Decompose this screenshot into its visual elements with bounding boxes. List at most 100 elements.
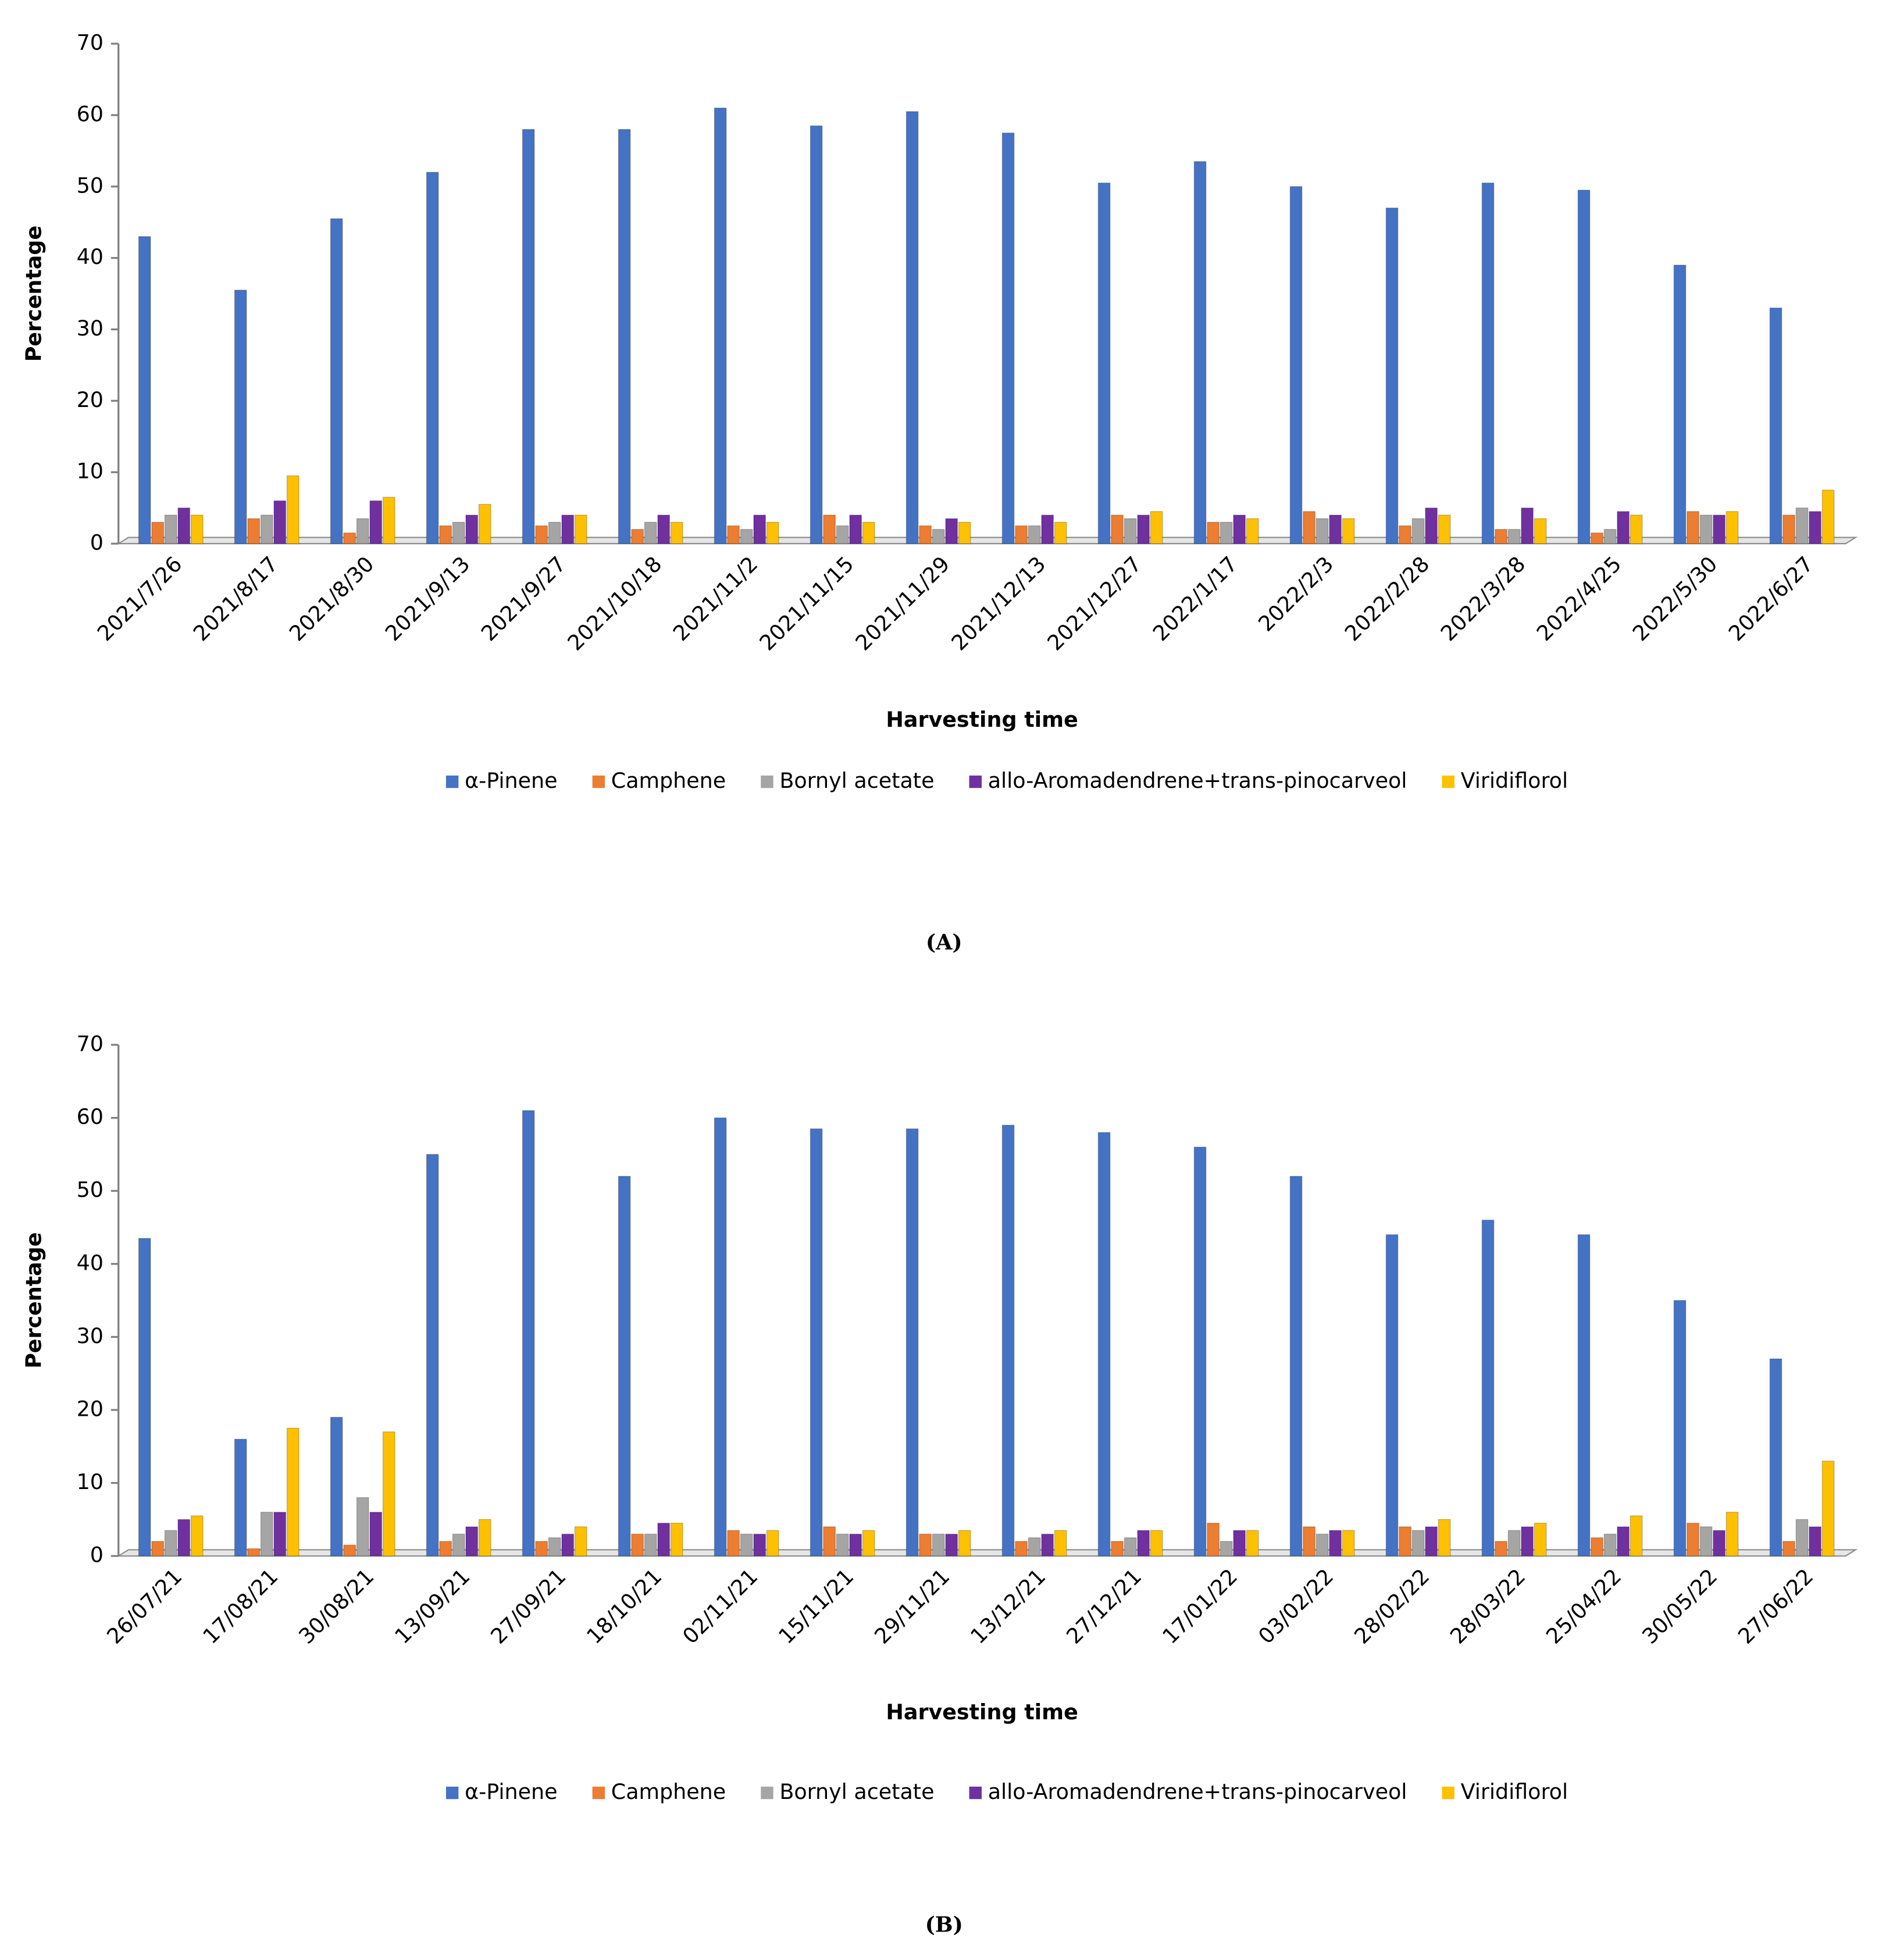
bar xyxy=(356,518,369,544)
bar xyxy=(382,497,395,544)
bar xyxy=(1534,518,1547,544)
bar xyxy=(439,525,452,544)
x-tick-label: 2021/12/13 xyxy=(946,551,1050,655)
bar xyxy=(356,1497,369,1556)
x-tick-label: 28/03/22 xyxy=(1445,1564,1530,1649)
bar xyxy=(260,1512,273,1556)
bar xyxy=(574,515,587,544)
bar xyxy=(1041,515,1054,544)
x-tick-label: 30/05/22 xyxy=(1637,1564,1722,1649)
x-tick-label: 2021/8/30 xyxy=(284,551,379,646)
legend-swatch xyxy=(761,775,773,788)
bar xyxy=(1783,515,1795,544)
bar xyxy=(1342,518,1355,544)
bar xyxy=(1630,515,1643,544)
bar xyxy=(1769,308,1783,544)
y-tick-label: 70 xyxy=(77,1031,104,1056)
y-tick-label: 20 xyxy=(77,387,104,412)
bar xyxy=(1015,525,1028,544)
bar xyxy=(138,1238,151,1556)
bar xyxy=(247,1548,261,1556)
bar xyxy=(1111,1541,1124,1556)
bar xyxy=(1233,1530,1246,1556)
bar xyxy=(810,125,823,544)
bar xyxy=(1399,1526,1411,1556)
x-tick-label: 15/11/21 xyxy=(773,1564,858,1649)
bar xyxy=(522,1110,535,1556)
x-axis-title: Harvesting time xyxy=(886,707,1078,732)
bar xyxy=(273,500,287,544)
bar xyxy=(1054,522,1067,544)
bar xyxy=(465,1526,479,1556)
bar xyxy=(1809,1526,1821,1556)
x-axis-title: Harvesting time xyxy=(886,1700,1078,1725)
bar xyxy=(1699,515,1713,544)
bar xyxy=(1795,1519,1809,1556)
bar xyxy=(234,290,247,544)
legend-label: Bornyl acetate xyxy=(779,1779,934,1804)
bar xyxy=(1316,1533,1329,1556)
bar xyxy=(1303,1526,1316,1556)
x-tick-label: 2021/8/17 xyxy=(188,551,283,646)
x-tick-label: 2022/6/27 xyxy=(1724,551,1819,646)
legend-swatch xyxy=(445,1786,459,1800)
bar xyxy=(1795,507,1809,544)
bar xyxy=(138,236,151,544)
bar xyxy=(1481,183,1495,544)
bar xyxy=(426,172,439,544)
bar xyxy=(1193,161,1207,544)
bar xyxy=(343,1544,356,1556)
bar xyxy=(1603,1533,1617,1556)
y-tick-label: 0 xyxy=(90,530,104,555)
bar xyxy=(810,1128,823,1556)
bar xyxy=(1220,522,1233,544)
bar xyxy=(478,504,491,544)
legend-label: allo-Aromadendrene+trans-pinocarveol xyxy=(988,768,1407,793)
x-tick-label: 02/11/21 xyxy=(678,1564,762,1649)
x-tick-label: 2021/11/2 xyxy=(668,551,763,646)
x-tick-label: 2021/11/29 xyxy=(850,551,954,655)
bar xyxy=(1385,1234,1399,1556)
x-tick-label: 2021/9/27 xyxy=(476,551,571,646)
bar xyxy=(1507,529,1521,544)
bar xyxy=(1687,511,1699,544)
bar xyxy=(753,515,766,544)
legend-label: Camphene xyxy=(611,1779,726,1804)
bar xyxy=(1054,1530,1067,1556)
bar xyxy=(740,1533,753,1556)
bar xyxy=(1028,1537,1041,1556)
bar xyxy=(330,1416,343,1556)
x-tick-label: 13/09/21 xyxy=(390,1564,475,1649)
bar xyxy=(190,515,204,544)
bar xyxy=(1821,490,1835,544)
legend-swatch xyxy=(592,1786,605,1800)
bar xyxy=(465,515,479,544)
bar xyxy=(849,1533,862,1556)
bar xyxy=(1577,190,1591,544)
bar xyxy=(618,1176,631,1556)
legend: α-Pinene Camphene Bornyl acetate allo-Aroma… xyxy=(445,1779,1568,1804)
bar xyxy=(369,500,383,544)
bar xyxy=(260,515,273,544)
bar xyxy=(164,1530,177,1556)
bar xyxy=(561,515,575,544)
bar xyxy=(1041,1533,1054,1556)
bar xyxy=(945,518,958,544)
bar xyxy=(631,1533,644,1556)
bar xyxy=(1246,518,1259,544)
bar xyxy=(1726,511,1739,544)
bar xyxy=(862,1530,875,1556)
bar xyxy=(714,1117,727,1556)
bar xyxy=(1220,1541,1233,1556)
bar xyxy=(919,525,932,544)
bar xyxy=(1001,1124,1015,1556)
bar xyxy=(823,1526,836,1556)
y-tick-label: 50 xyxy=(77,1177,104,1202)
x-tick-label: 2021/12/27 xyxy=(1042,551,1146,655)
x-tick-label: 27/06/22 xyxy=(1733,1564,1818,1649)
x-tick-label: 13/12/21 xyxy=(965,1564,1050,1649)
x-tick-label: 28/02/22 xyxy=(1349,1564,1434,1649)
bar xyxy=(1111,515,1124,544)
legend-swatch xyxy=(445,775,459,788)
